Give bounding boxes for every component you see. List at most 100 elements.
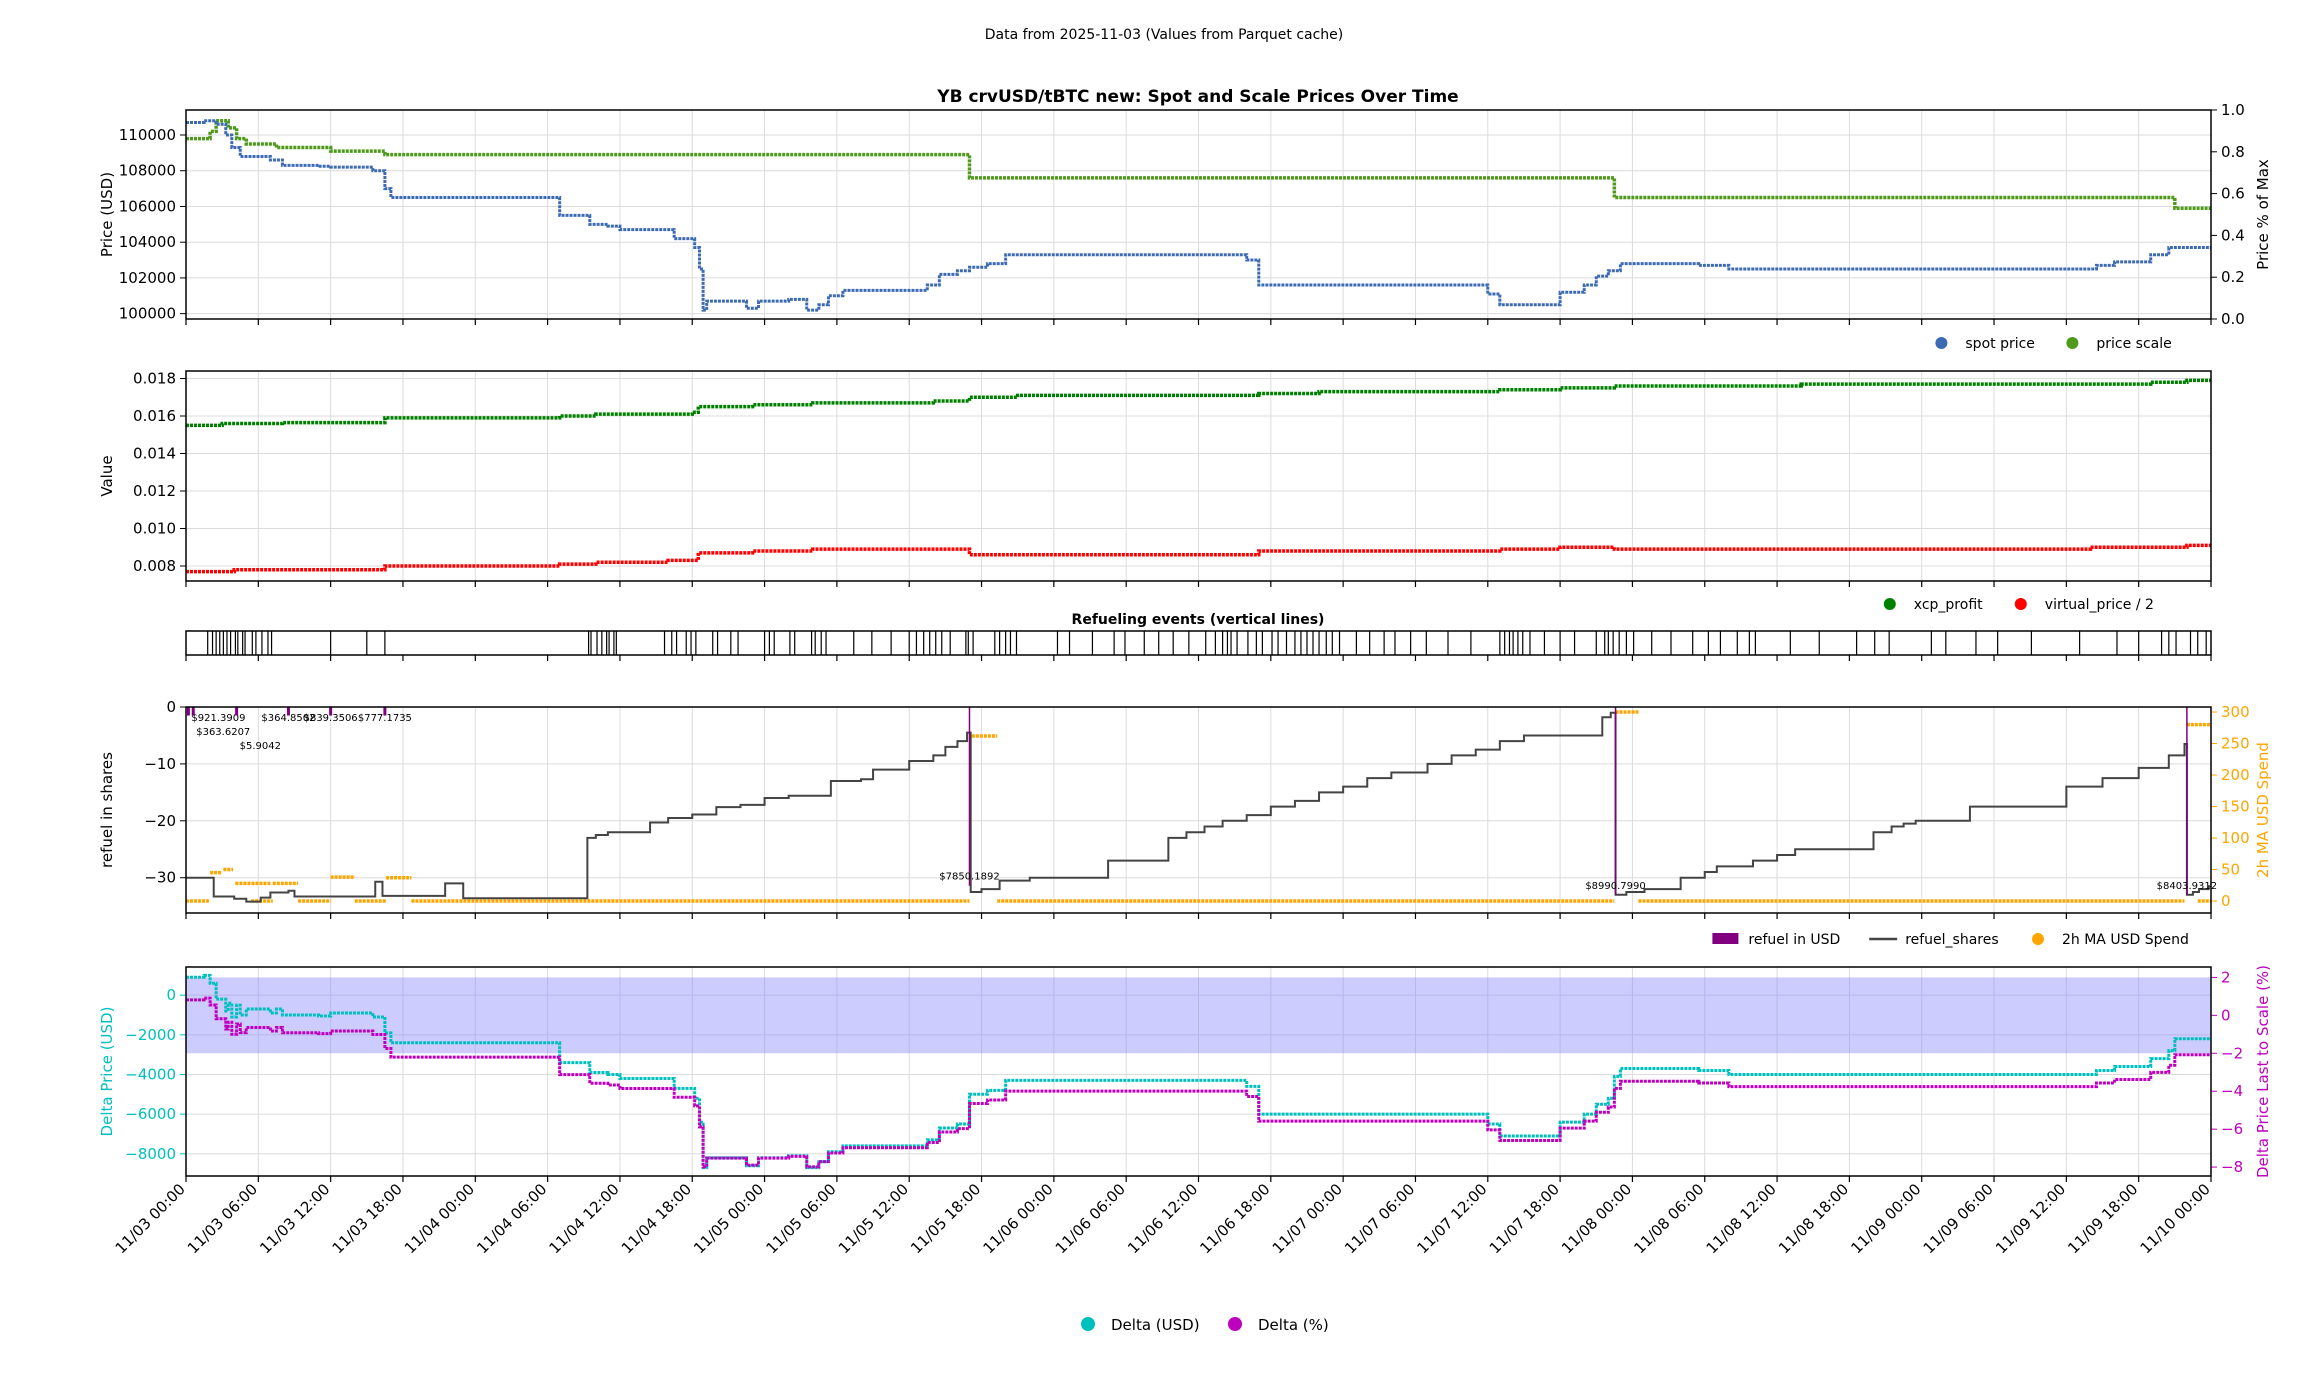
legend-label-vp: virtual_price / 2 [2045,597,2154,613]
y-tick-label: 104000 [119,233,176,251]
y-tick-label: 0 [2221,892,2231,910]
spot-price-series [186,119,2211,312]
y-tick-label: −30 [144,869,176,887]
x-tick-label: 11/04 12:00 [546,1180,623,1257]
y-tick-label: 150 [2221,798,2250,816]
axes-frame [185,630,2212,656]
y-tick-label: −10 [144,755,176,773]
y-tick-label: 100000 [119,305,176,323]
y-tick-label: 300 [2221,703,2250,721]
legend-marker-delta-usd [1081,1317,1095,1331]
x-tick-label: 11/07 18:00 [1486,1180,1563,1257]
virtual-price-series [186,543,2211,574]
delta-pct-series [186,996,2211,1169]
y-axis-label: Price (USD) [98,172,116,257]
x-tick-label: 11/09 18:00 [2064,1180,2141,1257]
x-tick-label: 11/04 18:00 [618,1180,695,1257]
legend-marker-delta-pct [1228,1317,1242,1331]
legend-marker-scale [2066,337,2079,349]
y-axis-label-right: Price % of Max [2254,159,2272,270]
y-tick-label: 0.014 [133,445,176,463]
x-tick-label: 11/07 00:00 [1269,1180,1346,1257]
legend-label-ma-spend: 2h MA USD Spend [2062,932,2189,948]
refuel-usd-label: $364.8502 [261,713,315,724]
x-tick-label: 11/04 06:00 [473,1180,550,1257]
y-tick-label: 0.008 [133,557,176,575]
y-tick-label: 0.0 [2221,310,2245,328]
refuel-usd-label: $8990.7990 [1585,881,1645,892]
xcp-profit-series [186,378,2211,428]
x-tick-label: 11/08 12:00 [1703,1180,1780,1257]
x-tick-label: 11/05 12:00 [835,1180,912,1257]
y-axis-label-right: 2h MA USD Spend [2254,742,2272,878]
y-tick-label: 200 [2221,766,2250,784]
x-tick-label: 11/07 06:00 [1341,1180,1418,1257]
refuel-usd-label: $5.9042 [240,741,281,752]
refuel-shares-series [186,711,2211,903]
x-tick-label: 11/05 00:00 [690,1180,767,1257]
suptitle: Data from 2025-11-03 (Values from Parque… [985,27,1344,43]
y-tick-label: 0 [166,986,176,1004]
x-tick-label: 11/04 00:00 [401,1180,478,1257]
y-tick-label: 108000 [119,162,176,180]
axes-frame [185,109,2212,320]
axes-frame [185,966,2212,1177]
y-tick-label: 0.012 [133,482,176,500]
axes-frame [185,370,2212,582]
y-tick-label: 0.018 [133,370,176,388]
tolerance-band [186,977,2211,1054]
x-tick-label: 11/08 00:00 [1558,1180,1635,1257]
legend-label-refuel-usd: refuel in USD [1748,932,1840,948]
y-tick-label: −6000 [125,1105,176,1123]
legend-marker-refuel-usd [1712,933,1739,944]
legend-marker-xcp [1883,598,1896,610]
legend-marker-vp [2014,598,2027,610]
y-tick-label: 0.4 [2221,226,2245,244]
y-tick-label: −2000 [125,1026,176,1044]
refuel-usd-label: $839.3506 [304,713,358,724]
x-tick-label: 11/05 18:00 [907,1180,984,1257]
x-tick-label: 11/08 18:00 [1775,1180,1852,1257]
x-tick-label: 11/07 12:00 [1413,1180,1490,1257]
x-tick-label: 11/10 00:00 [2137,1180,2214,1257]
y-tick-label: 0 [166,698,176,716]
y-tick-label: 50 [2221,861,2240,879]
x-tick-label: 11/05 06:00 [762,1180,839,1257]
legend-label-spot: spot price [1965,336,2035,352]
legend-label-delta-pct: Delta (%) [1258,1316,1329,1334]
y-tick-label: −6 [2221,1120,2243,1138]
y-tick-label: 2 [2221,968,2231,986]
y-tick-label: 0.8 [2221,143,2245,161]
legend-marker-spot [1935,337,1948,349]
x-tick-label: 11/03 12:00 [256,1180,333,1257]
x-tick-label: 11/09 12:00 [1992,1180,2069,1257]
refuel-usd-label: $8403.9312 [2157,881,2217,892]
x-tick-label: 11/09 06:00 [1920,1180,1997,1257]
y-tick-label: −4000 [125,1065,176,1083]
y-tick-label: −2 [2221,1044,2243,1062]
y-tick-label: 110000 [119,126,176,144]
x-tick-label: 11/03 06:00 [184,1180,261,1257]
y-axis-label: Value [98,455,116,496]
y-tick-label: 0.2 [2221,268,2245,286]
y-axis-label-right: Delta Price Last to Scale (%) [2254,965,2272,1178]
legend-label-refuel-shares: refuel_shares [1905,932,1998,948]
x-tick-label: 11/06 06:00 [1052,1180,1129,1257]
y-tick-label: 0.016 [133,407,176,425]
refuel-usd-label: $921.3909 [191,713,245,724]
y-tick-label: 102000 [119,269,176,287]
x-tick-label: 11/03 18:00 [329,1180,406,1257]
y-tick-label: 0 [2221,1006,2231,1024]
y-tick-label: 0.010 [133,520,176,538]
x-tick-label: 11/06 18:00 [1196,1180,1273,1257]
legend-label-delta-usd: Delta (USD) [1111,1316,1200,1334]
legend-label-xcp: xcp_profit [1914,597,1983,613]
y-tick-label: 250 [2221,735,2250,753]
y-axis-label: Delta Price (USD) [98,1007,116,1137]
y-tick-label: 100 [2221,829,2250,847]
legend-marker-ma-spend [2032,933,2044,945]
y-tick-label: 0.6 [2221,185,2245,203]
x-tick-label: 11/06 00:00 [979,1180,1056,1257]
y-tick-label: 1.0 [2221,101,2245,119]
